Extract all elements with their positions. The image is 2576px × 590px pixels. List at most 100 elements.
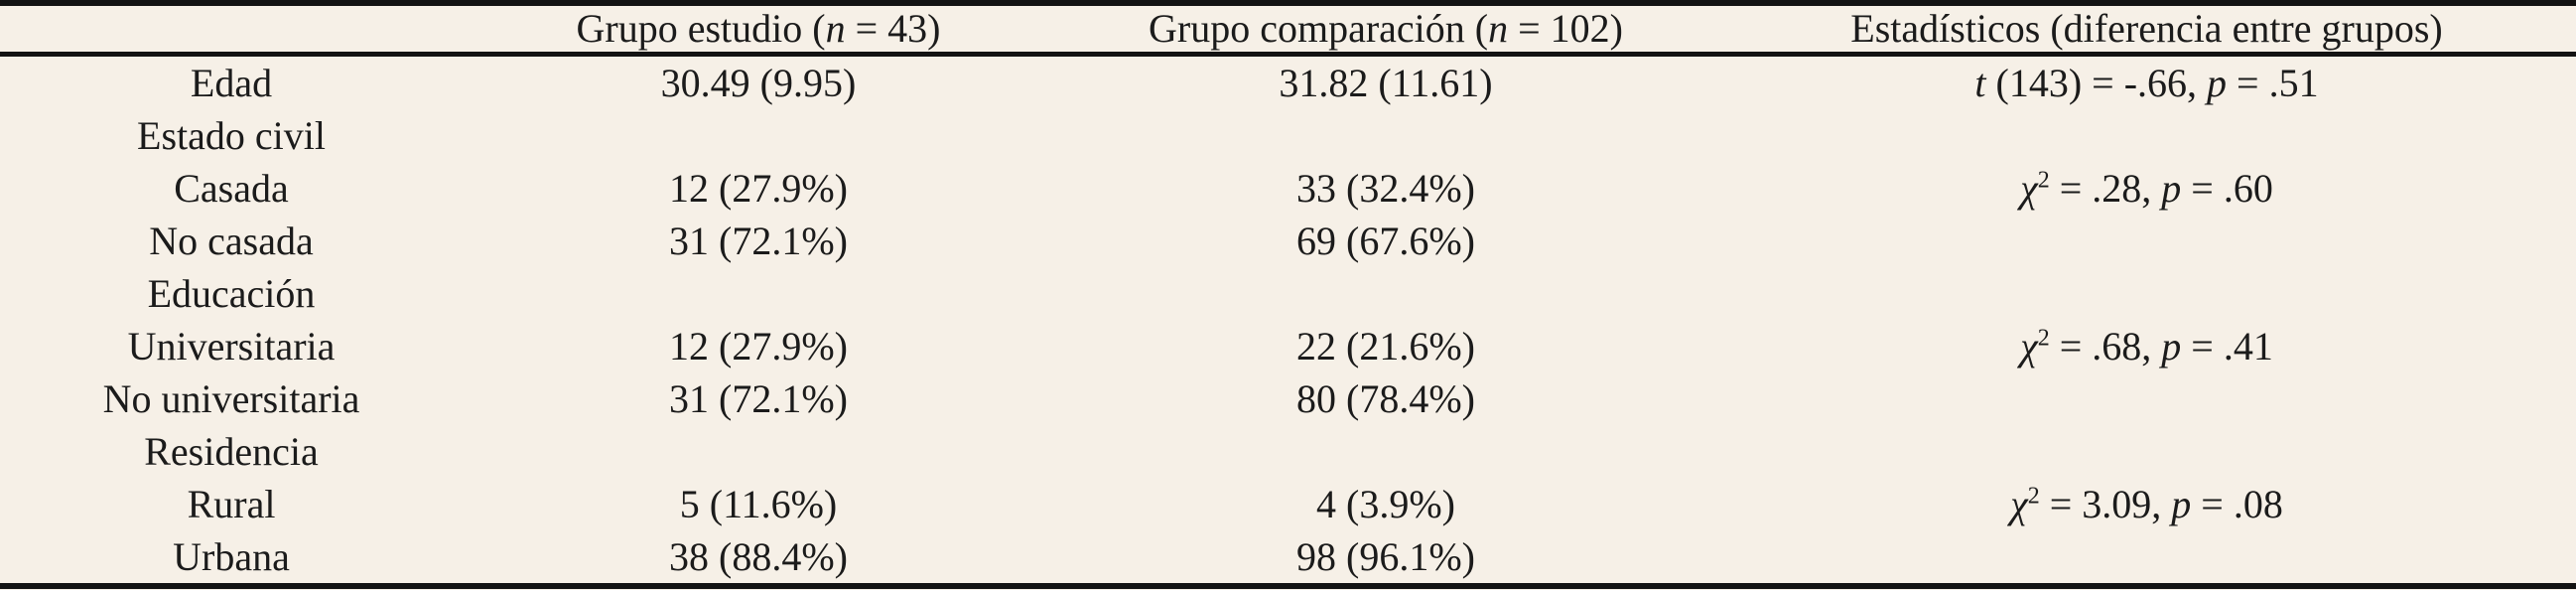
cell-stats: χ2 = 3.09, p = .08 (1717, 478, 2576, 530)
text-segment: = 3.09, (2039, 481, 2172, 526)
cell-estudio: 30.49 (9.95) (463, 55, 1054, 110)
text-segment: p (2171, 481, 2192, 526)
table-row: No casada 31 (72.1%) 69 (67.6%) (0, 215, 2576, 267)
text-segment: 98 (96.1%) (1296, 533, 1475, 579)
text-segment: χ (2020, 323, 2038, 369)
text-segment: 2 (2027, 483, 2040, 510)
section-row: Residencia (0, 425, 2576, 478)
cell-stats: χ2 = .28, p = .60 (1717, 162, 2576, 215)
table-header: Grupo estudio (n = 43) Grupo comparación … (0, 0, 2576, 57)
text-segment: = .08 (2191, 481, 2283, 526)
text-segment: (143) = -.66, (1985, 60, 2208, 105)
text-segment: 12 (27.9%) (669, 165, 848, 211)
text-segment: 33 (32.4%) (1296, 165, 1475, 211)
section-label-cell: Residencia (0, 425, 463, 478)
text-segment: p (2207, 60, 2228, 105)
cell-empty (1717, 215, 2576, 267)
text-segment: χ (2010, 481, 2028, 526)
text-segment: χ (2020, 165, 2038, 211)
cell-empty (1717, 267, 2576, 320)
cell-comparacion: 33 (32.4%) (1054, 162, 1717, 215)
text-segment: Estadísticos (diferencia entre grupos) (1850, 6, 2443, 51)
cell-empty (1054, 425, 1717, 478)
row-label: Edad (190, 60, 273, 105)
cell-empty (1717, 425, 2576, 478)
cell-empty (1054, 267, 1717, 320)
cell-empty (1717, 109, 2576, 162)
text-segment: n (1488, 6, 1509, 51)
cell-estudio: 31 (72.1%) (463, 372, 1054, 425)
header-row: Grupo estudio (n = 43) Grupo comparación … (0, 0, 2576, 57)
cell-empty (463, 109, 1054, 162)
cell-estudio: 31 (72.1%) (463, 215, 1054, 267)
text-segment: 2 (2037, 167, 2050, 194)
text-segment: 69 (67.6%) (1296, 218, 1475, 263)
text-segment: = .60 (2181, 165, 2273, 211)
row-label: Casada (174, 165, 289, 211)
table-row: Edad 30.49 (9.95) 31.82 (11.61) t (143) = -… (0, 55, 2576, 110)
cell-comparacion: 98 (96.1%) (1054, 530, 1717, 589)
row-label: Educación (147, 270, 316, 316)
text-segment: 2 (2037, 325, 2050, 352)
column-header-empty (0, 0, 463, 57)
column-header-comparacion: Grupo comparación (n = 102) (1054, 0, 1717, 57)
cell-comparacion: 80 (78.4%) (1054, 372, 1717, 425)
text-segment: = 43) (845, 6, 941, 51)
cell-comparacion: 4 (3.9%) (1054, 478, 1717, 530)
text-segment: n (825, 6, 846, 51)
row-label-cell: Universitaria (0, 320, 463, 372)
text-segment: 22 (21.6%) (1296, 323, 1475, 369)
text-segment: p (2161, 165, 2182, 211)
text-segment: = .51 (2227, 60, 2319, 105)
text-segment: = .28, (2049, 165, 2162, 211)
table-row: No universitaria 31 (72.1%) 80 (78.4%) (0, 372, 2576, 425)
row-label: No universitaria (102, 375, 360, 421)
row-label-cell: Casada (0, 162, 463, 215)
cell-stats: χ2 = .68, p = .41 (1717, 320, 2576, 372)
row-label: Rural (187, 481, 276, 526)
cell-stats: t (143) = -.66, p = .51 (1717, 55, 2576, 110)
text-segment: 38 (88.4%) (669, 533, 848, 579)
row-label-cell: Urbana (0, 530, 463, 589)
column-header-stats: Estadísticos (diferencia entre grupos) (1717, 0, 2576, 57)
row-label-cell: Edad (0, 55, 463, 110)
cell-empty (463, 425, 1054, 478)
cell-comparacion: 69 (67.6%) (1054, 215, 1717, 267)
cell-comparacion: 31.82 (11.61) (1054, 55, 1717, 110)
table-row: Casada 12 (27.9%) 33 (32.4%) χ2 = .28, p = … (0, 162, 2576, 215)
text-segment: = 102) (1508, 6, 1623, 51)
text-segment: 30.49 (9.95) (660, 60, 857, 105)
cell-empty (463, 267, 1054, 320)
text-segment: 4 (3.9%) (1316, 481, 1455, 526)
cell-comparacion: 22 (21.6%) (1054, 320, 1717, 372)
table-row: Universitaria 12 (27.9%) 22 (21.6%) χ2 = .6… (0, 320, 2576, 372)
text-segment: 31.82 (11.61) (1279, 60, 1493, 105)
table-row: Urbana 38 (88.4%) 98 (96.1%) (0, 530, 2576, 589)
row-label: Urbana (173, 533, 290, 579)
text-segment: = .68, (2049, 323, 2162, 369)
row-label: No casada (149, 218, 314, 263)
text-segment: p (2161, 323, 2182, 369)
cell-empty (1717, 372, 2576, 425)
text-segment: Grupo estudio ( (576, 6, 826, 51)
text-segment: 31 (72.1%) (669, 375, 848, 421)
cell-empty (1717, 530, 2576, 589)
text-segment: 31 (72.1%) (669, 218, 848, 263)
cell-estudio: 38 (88.4%) (463, 530, 1054, 589)
text-segment: 12 (27.9%) (669, 323, 848, 369)
row-label: Universitaria (127, 323, 336, 369)
text-segment: Grupo comparación ( (1149, 6, 1489, 51)
cell-estudio: 5 (11.6%) (463, 478, 1054, 530)
text-segment: t (1974, 60, 1986, 105)
row-label-cell: No casada (0, 215, 463, 267)
cell-empty (1054, 109, 1717, 162)
row-label: Residencia (144, 428, 319, 474)
section-label-cell: Educación (0, 267, 463, 320)
section-label-cell: Estado civil (0, 109, 463, 162)
row-label-cell: Rural (0, 478, 463, 530)
row-label-cell: No universitaria (0, 372, 463, 425)
text-segment: 80 (78.4%) (1296, 375, 1475, 421)
section-row: Estado civil (0, 109, 2576, 162)
